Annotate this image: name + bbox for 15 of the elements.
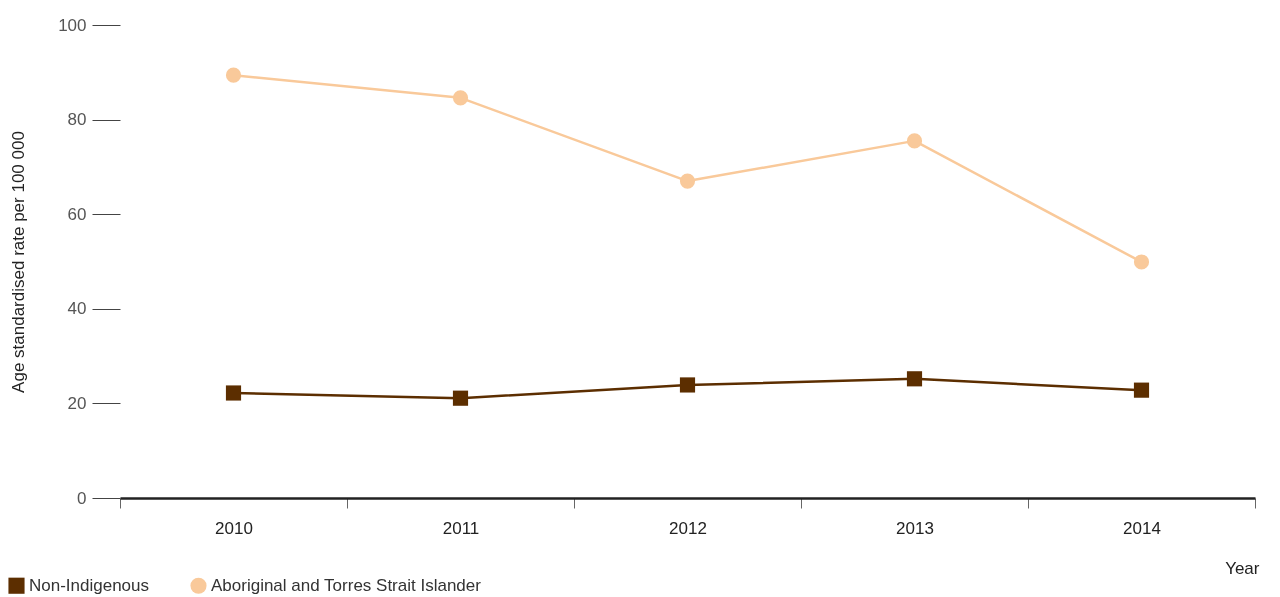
y-tick-label: 0 [77,488,87,508]
y-tick-label: 80 [67,110,87,130]
x-tick-label: 2010 [215,518,253,538]
legend-label: Aboriginal and Torres Strait Islander [211,575,482,595]
x-tick-label: 2012 [669,518,707,538]
y-tick-label: 100 [58,15,87,35]
y-axis-title: Age standardised rate per 100 000 [9,131,29,393]
y-tick-label: 20 [67,393,87,413]
y-tick-label: 60 [67,204,87,224]
x-tick-label: 2014 [1123,518,1161,538]
y-tick-label: 40 [67,299,87,319]
x-axis-title: Year [1225,558,1260,578]
x-tick-label: 2013 [896,518,934,538]
x-tick-label: 2011 [442,518,480,538]
legend-label: Non-Indigenous [29,575,150,595]
